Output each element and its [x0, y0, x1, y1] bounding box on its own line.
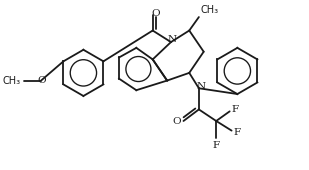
Text: N: N: [196, 82, 205, 91]
Text: CH₃: CH₃: [201, 5, 219, 15]
Text: F: F: [231, 105, 239, 114]
Text: O: O: [38, 76, 46, 85]
Text: O: O: [151, 9, 160, 18]
Text: CH₃: CH₃: [3, 76, 21, 86]
Text: N: N: [167, 35, 176, 44]
Text: F: F: [234, 128, 241, 137]
Text: F: F: [213, 141, 220, 150]
Text: O: O: [172, 117, 180, 126]
